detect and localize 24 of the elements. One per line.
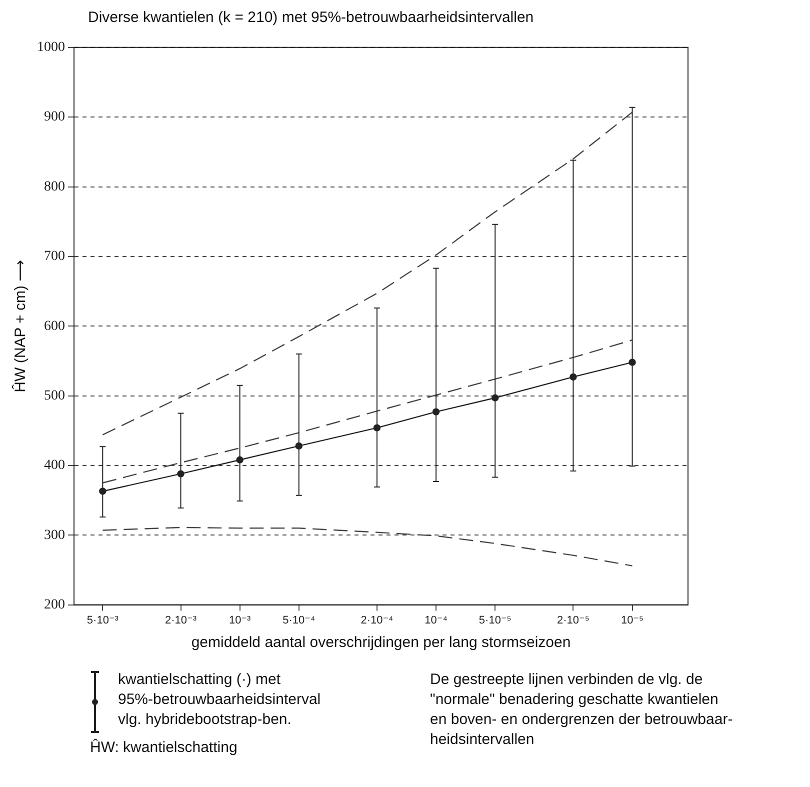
text: kwantielschatting (·) met 95%-betrouwbaarheidsinterval vlg. hybridebootstrap-ben. — [118, 670, 321, 730]
chart-title: Diverse kwantielen (k = 210) met 95%-betrouwbaarheidsintervallen — [87, 8, 535, 28]
x-axis-title: gemiddeld aantal overschrijdingen per lang stormseizoen — [191, 634, 571, 652]
y-tick-label: 300 — [44, 528, 65, 543]
y-tick-label: 800 — [44, 179, 65, 194]
y-tick-label: 700 — [44, 249, 65, 264]
text: ĤW: kwantielschatting — [90, 738, 238, 758]
y-axis-title: ĤW (NAP + cm) ⟶ — [11, 260, 30, 392]
y-tick-label: 600 — [44, 318, 65, 334]
x-tick-label: 10⁻⁴ — [424, 614, 448, 626]
x-tick-label: 5·10⁻⁴ — [282, 614, 316, 626]
x-tick-label: 10⁻⁵ — [620, 614, 644, 626]
x-tick-label: 2·10⁻⁴ — [360, 614, 394, 626]
y-tick-label: 200 — [44, 597, 65, 612]
x-tick-label: 5·10⁻⁵ — [478, 614, 512, 626]
x-tick-label: 2·10⁻⁵ — [557, 614, 590, 626]
y-tick-label: 900 — [44, 110, 65, 125]
x-tick-label: 5·10⁻³ — [86, 614, 119, 626]
x-tick-label: 10⁻³ — [228, 614, 252, 626]
y-tick-label: 1000 — [37, 40, 65, 56]
y-tick-label: 500 — [44, 388, 65, 404]
y-tick-label: 400 — [44, 458, 65, 474]
x-tick-label: 2·10⁻³ — [165, 614, 197, 626]
text: De gestreepte lijnen verbinden de vlg. de "normale" benadering geschatte kwantielen en boven- en ondergrenzen der betrouwbaar- heidsintervallen — [430, 670, 733, 750]
